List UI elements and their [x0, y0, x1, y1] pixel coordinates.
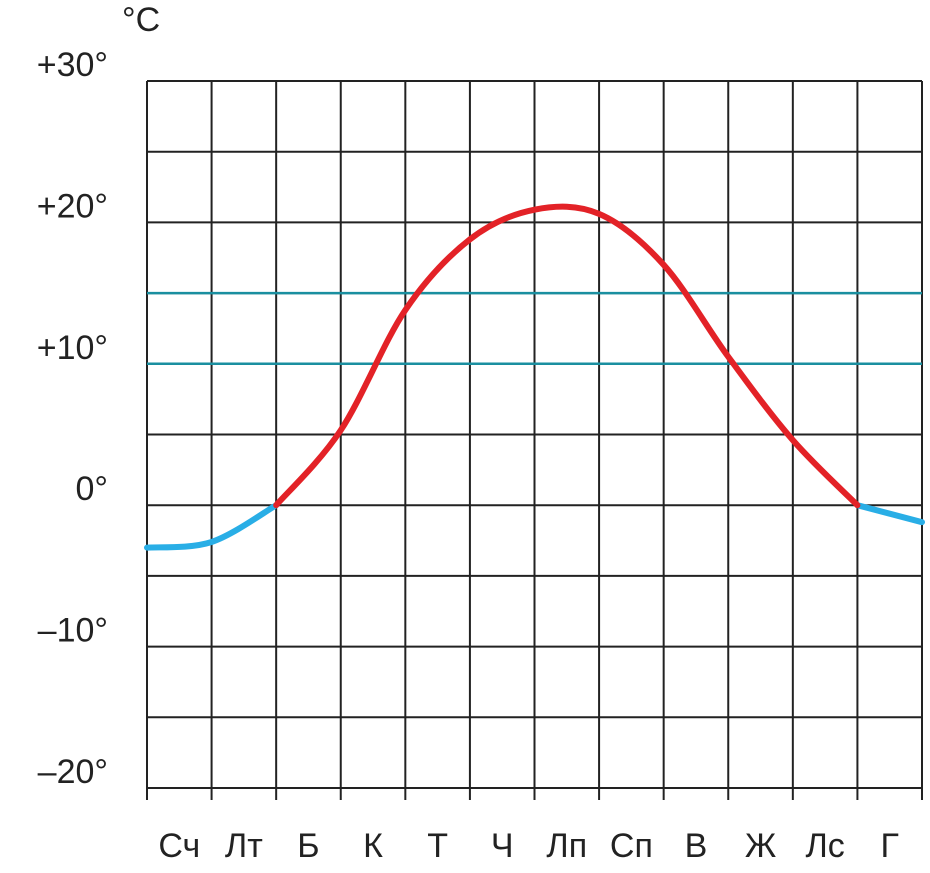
y-tick-label: +10° — [37, 329, 108, 367]
x-tick-label: К — [363, 827, 383, 865]
y-tick-label: –10° — [38, 612, 108, 650]
unit-label: °C — [122, 1, 160, 39]
x-tick-label: Т — [427, 827, 448, 865]
x-tick-label: Ж — [745, 827, 776, 865]
temperature-line — [144, 502, 280, 551]
x-tick-label: Ч — [491, 827, 514, 865]
x-tick-label: В — [685, 827, 708, 865]
y-tick-label: 0° — [75, 470, 108, 508]
x-tick-label: Б — [297, 827, 319, 865]
x-tick-label: Лс — [805, 827, 844, 865]
x-tick-label: Сп — [610, 827, 653, 865]
x-tick-label: Лт — [225, 827, 263, 865]
temperature-line — [854, 502, 925, 526]
temperature-line — [273, 203, 861, 509]
y-tick-label: +20° — [37, 187, 108, 225]
x-tick-label: Лп — [546, 827, 587, 865]
y-tick-label: +30° — [37, 46, 108, 84]
x-tick-label: Г — [880, 827, 898, 865]
x-tick-label: Сч — [158, 827, 200, 865]
y-tick-label: –20° — [38, 753, 108, 791]
